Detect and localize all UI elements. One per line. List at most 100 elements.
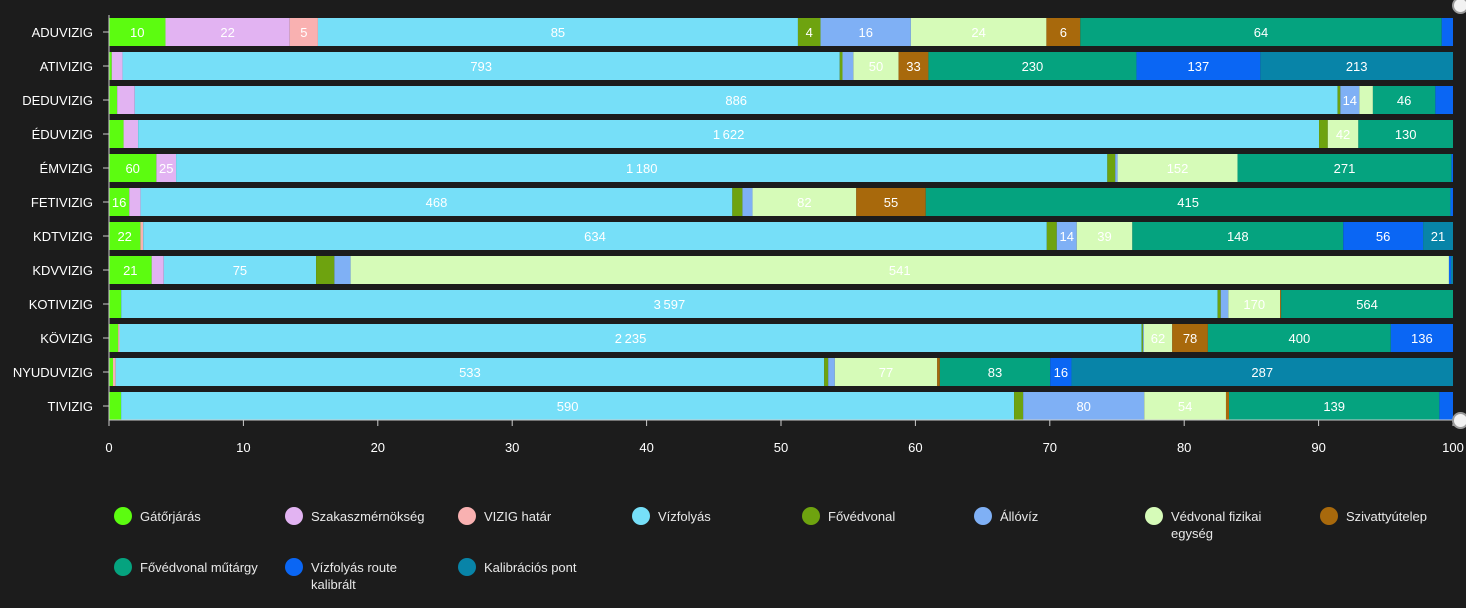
bar-segment[interactable] [165,18,290,46]
bar-segment[interactable] [1115,154,1118,182]
bar-segment[interactable] [1390,324,1453,352]
bar-segment[interactable] [109,222,141,250]
legend-item-alloviz[interactable]: Állóvíz [974,507,1134,525]
legend-item-vizfolyas[interactable]: Vízfolyás [632,507,792,525]
bar-segment[interactable] [140,188,733,216]
bar-segment[interactable] [752,188,857,216]
bar-segment[interactable] [1225,392,1229,420]
bar-segment[interactable] [1435,86,1453,114]
bar-segment[interactable] [910,18,1047,46]
bar-segment[interactable] [109,52,112,80]
bar-segment[interactable] [1144,392,1226,420]
bar-segment[interactable] [1141,324,1143,352]
bar-segment[interactable] [853,52,899,80]
bar-segment[interactable] [334,256,351,284]
bar-segment[interactable] [115,358,825,386]
bar-segment[interactable] [742,188,753,216]
bar-segment[interactable] [121,290,1218,318]
bar-segment[interactable] [1451,154,1453,182]
bar-segment[interactable] [732,188,743,216]
bar-segment[interactable] [134,86,1338,114]
bar-segment[interactable] [109,120,124,148]
bar-segment[interactable] [1228,290,1281,318]
bar-segment[interactable] [856,188,926,216]
bar-segment[interactable] [898,52,929,80]
bar-segment[interactable] [1337,86,1341,114]
bar-segment[interactable] [1340,86,1360,114]
bar-segment[interactable] [828,358,835,386]
bar-segment[interactable] [1319,120,1328,148]
bar-segment[interactable] [1220,290,1229,318]
top-scroll-handle[interactable] [1452,0,1466,14]
bar-segment[interactable] [824,358,829,386]
bar-segment[interactable] [140,222,144,250]
bar-segment[interactable] [1046,18,1081,46]
bar-segment[interactable] [118,324,120,352]
legend-item-szivattyutelep[interactable]: Szivattyútelep [1320,507,1466,525]
bar-segment[interactable] [834,358,938,386]
bar-segment[interactable] [1343,222,1424,250]
bar-segment[interactable] [939,358,1051,386]
legend-item-kalibracios-pont[interactable]: Kalibrációs pont [458,558,618,576]
bar-segment[interactable] [1280,290,1282,318]
bar-segment[interactable] [129,188,141,216]
bar-segment[interactable] [119,324,1142,352]
bar-segment[interactable] [1358,120,1453,148]
bar-segment[interactable] [121,392,1015,420]
bar-segment[interactable] [109,324,119,352]
bar-segment[interactable] [1076,222,1133,250]
bar-segment[interactable] [1229,392,1440,420]
bar-segment[interactable] [839,52,843,80]
bar-segment[interactable] [937,358,940,386]
bar-segment[interactable] [109,188,130,216]
bar-segment[interactable] [317,18,798,46]
bar-segment[interactable] [109,18,166,46]
bar-segment[interactable] [1450,188,1453,216]
bar-segment[interactable] [109,256,152,284]
bar-segment[interactable] [1023,392,1145,420]
legend-item-vedvonal-fizikai-egyseg[interactable]: Védvonal fizikai egység [1145,507,1295,542]
bar-segment[interactable] [112,358,116,386]
bar-segment[interactable] [1327,120,1359,148]
legend-item-gatorjaras[interactable]: Gátőrjárás [114,507,274,525]
bar-segment[interactable] [1359,86,1373,114]
bar-segment[interactable] [1172,324,1208,352]
bar-segment[interactable] [1372,86,1436,114]
bar-segment[interactable] [1080,18,1442,46]
legend-item-vizfolyas-route-kalibralt[interactable]: Vízfolyás route kalibrált [285,558,445,593]
bar-segment[interactable] [111,52,123,80]
bar-segment[interactable] [1423,222,1453,250]
legend-item-vizig-hatar[interactable]: VIZIG határ [458,507,618,525]
bar-segment[interactable] [151,256,164,284]
bar-segment[interactable] [1046,222,1057,250]
bar-segment[interactable] [117,86,135,114]
bar-segment[interactable] [1107,154,1116,182]
bar-segment[interactable] [1439,392,1453,420]
bar-segment[interactable] [109,392,122,420]
bar-segment[interactable] [122,52,840,80]
bar-segment[interactable] [1207,324,1391,352]
bar-segment[interactable] [123,120,139,148]
bar-segment[interactable] [1143,324,1173,352]
bar-segment[interactable] [109,154,157,182]
bar-segment[interactable] [1450,256,1453,284]
bottom-scroll-handle[interactable] [1452,412,1466,429]
bar-segment[interactable] [1014,392,1024,420]
bar-segment[interactable] [1260,52,1453,80]
bar-segment[interactable] [1448,256,1451,284]
bar-segment[interactable] [143,222,1047,250]
bar-segment[interactable] [156,154,177,182]
bar-segment[interactable] [1136,52,1261,80]
bar-segment[interactable] [1056,222,1077,250]
bar-segment[interactable] [109,358,113,386]
bar-segment[interactable] [109,290,122,318]
bar-segment[interactable] [820,18,911,46]
legend-item-fovedvonal[interactable]: Fővédvonal [802,507,962,525]
bar-segment[interactable] [1441,18,1453,46]
bar-segment[interactable] [316,256,335,284]
bar-segment[interactable] [176,154,1108,182]
legend-item-szakaszmernokseg[interactable]: Szakaszmérnökség [285,507,445,525]
bar-segment[interactable] [289,18,318,46]
bar-segment[interactable] [1071,358,1453,386]
bar-segment[interactable] [928,52,1137,80]
